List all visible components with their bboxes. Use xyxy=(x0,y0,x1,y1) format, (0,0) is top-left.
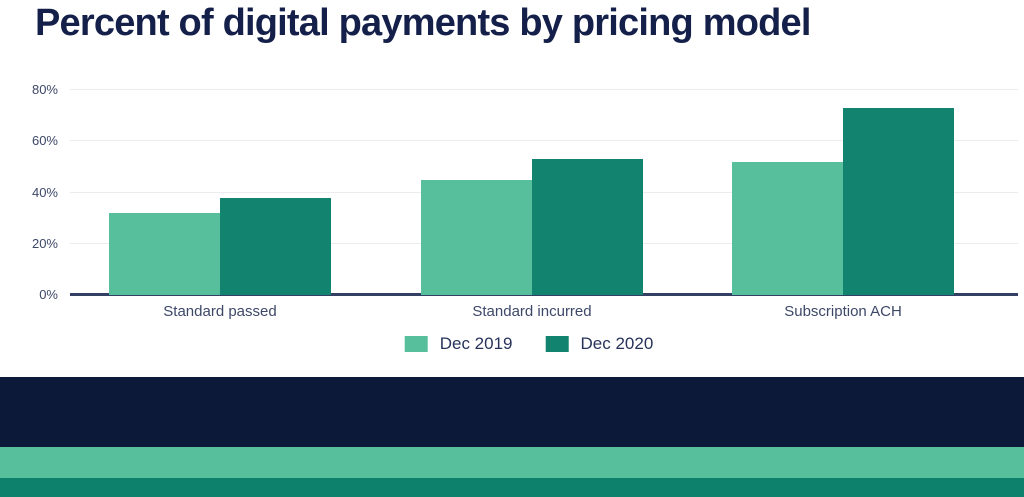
y-tick-label-20: 20% xyxy=(31,235,58,251)
bar-subscription-ach-dec-2020 xyxy=(843,107,954,295)
bar-standard-incurred-dec-2020 xyxy=(532,159,643,295)
y-tick-label-0: 0% xyxy=(39,287,58,302)
bar-standard-incurred-dec-2019 xyxy=(421,179,532,295)
footer-band-light-green xyxy=(0,447,1024,478)
legend-label-dec-2020: Dec 2020 xyxy=(580,334,654,353)
footer-band-navy xyxy=(0,377,1024,447)
y-tick-label-80: 80% xyxy=(31,82,58,97)
plot-area: 0% 20% 40% 60% 80% xyxy=(32,75,1018,302)
x-label-standard-incurred: Standard incurred xyxy=(472,303,592,320)
footer-band-dark-green xyxy=(0,478,1024,497)
legend-label-dec-2019: Dec 2019 xyxy=(439,334,513,353)
legend: Dec 2019 Dec 2020 xyxy=(404,334,654,354)
legend-item-dec-2019: Dec 2019 xyxy=(404,334,513,354)
gridline-80 xyxy=(70,89,1018,90)
y-tick-label-40: 40% xyxy=(31,184,58,200)
bar-standard-passed-dec-2019 xyxy=(109,213,220,295)
x-label-subscription-ach: Subscription ACH xyxy=(784,303,902,320)
x-label-standard-passed: Standard passed xyxy=(163,303,277,320)
legend-swatch-dec-2020 xyxy=(545,336,569,352)
gridline-60 xyxy=(70,140,1018,142)
legend-swatch-dec-2019 xyxy=(404,336,428,352)
bar-subscription-ach-dec-2019 xyxy=(732,161,843,295)
legend-item-dec-2020: Dec 2020 xyxy=(545,334,654,354)
bar-standard-passed-dec-2020 xyxy=(220,197,331,295)
y-tick-label-60: 60% xyxy=(31,133,58,149)
chart-title: Percent of digital payments by pricing m… xyxy=(35,2,811,44)
